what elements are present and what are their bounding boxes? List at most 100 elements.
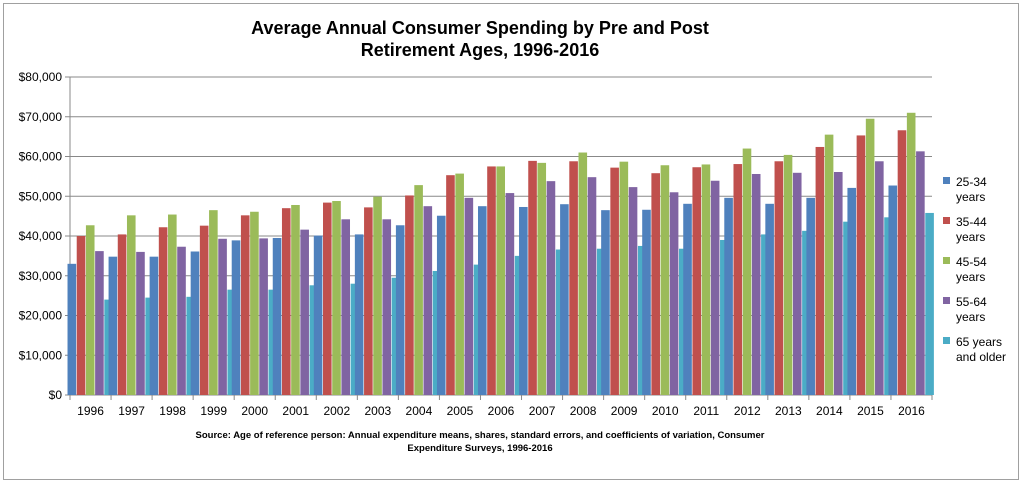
bar-45-54-years-2016 [906, 112, 916, 396]
x-tick-label: 2008 [570, 404, 597, 418]
chart-frame [3, 3, 1019, 480]
x-tick-label: 2012 [734, 404, 761, 418]
bar-55-64-years-2015 [875, 161, 884, 395]
bar-35-44-years-2004 [405, 195, 414, 395]
y-axis-ticks: $0 $10,000 $20,000 $30,000 $40,000 $50,000 $60… [19, 70, 63, 402]
bar-55-64-years-2009 [628, 187, 638, 395]
bar-35-44-years-2001 [281, 208, 291, 395]
x-tick-label: 1998 [159, 404, 186, 418]
y-tick-label: $80,000 [19, 70, 63, 84]
legend-swatch [943, 337, 950, 344]
bar-25-34-years-2002 [313, 235, 323, 395]
x-tick-label: 1999 [200, 404, 227, 418]
bar-25-34-years-2015 [847, 187, 857, 395]
bar-45-54-years-2008 [578, 152, 588, 395]
y-tick-label: $60,000 [19, 150, 63, 164]
bar-45-54-years-2007 [537, 162, 547, 395]
x-tick-label: 2000 [241, 404, 268, 418]
bar-45-54-years-2014 [824, 134, 834, 395]
bar-55-64-years-2004 [423, 206, 433, 395]
bar-25-34-years-2011 [683, 203, 692, 395]
legend-swatch [943, 217, 950, 224]
bar-35-44-years-2008 [569, 161, 578, 395]
bar-45-54-years-2012 [742, 148, 752, 395]
bar-55-64-years-2016 [916, 151, 925, 395]
bar-25-34-years-2000 [231, 240, 241, 395]
bar-35-44-years-2013 [774, 161, 784, 395]
y-tick-label: $0 [49, 388, 63, 402]
bar-35-44-years-2016 [897, 130, 907, 395]
bar-35-44-years-2007 [528, 160, 537, 395]
bar-65-years-and-older-2016 [925, 212, 934, 395]
bar-45-54-years-1999 [209, 210, 218, 395]
bar-45-54-years-1998 [168, 214, 177, 395]
legend-swatch [943, 177, 950, 184]
bar-55-64-years-2010 [669, 192, 679, 395]
legend: 25-34years35-44years45-54years55-64years… [943, 175, 1006, 364]
bar-35-44-years-2012 [733, 164, 743, 395]
bar-25-34-years-2003 [354, 234, 364, 395]
legend-label: years [956, 270, 985, 284]
bar-35-44-years-2010 [651, 173, 660, 395]
x-tick-label: 2010 [652, 404, 679, 418]
bar-25-34-years-2008 [560, 204, 569, 395]
x-tick-label: 2005 [447, 404, 474, 418]
bar-45-54-years-2000 [250, 211, 259, 395]
y-tick-label: $50,000 [19, 189, 63, 203]
bar-25-34-years-2005 [436, 215, 446, 395]
x-tick-label: 2004 [406, 404, 433, 418]
chart-title-line-1: Average Annual Consumer Spending by Pre … [251, 18, 709, 38]
bar-55-64-years-2008 [587, 177, 597, 395]
y-tick-label: $10,000 [19, 348, 63, 362]
bar-45-54-years-2005 [455, 173, 464, 395]
legend-label: years [956, 230, 985, 244]
bar-55-64-years-2005 [464, 197, 474, 395]
bar-55-64-years-2014 [833, 172, 843, 395]
bar-55-64-years-2003 [382, 219, 392, 395]
y-tick-label: $40,000 [19, 229, 63, 243]
bar-45-54-years-2011 [701, 164, 711, 395]
x-tick-label: 2006 [488, 404, 515, 418]
bar-35-44-years-2006 [487, 166, 496, 395]
y-tick-label: $70,000 [19, 110, 63, 124]
bar-35-44-years-1996 [76, 236, 86, 395]
bar-25-34-years-1997 [108, 256, 118, 395]
x-tick-label: 2002 [323, 404, 350, 418]
bar-25-34-years-2014 [806, 197, 815, 395]
bar-45-54-years-2001 [291, 204, 300, 395]
bar-55-64-years-1996 [95, 251, 104, 395]
legend-label: years [956, 190, 985, 204]
legend-label: and older [956, 350, 1006, 364]
legend-label: years [956, 310, 985, 324]
legend-label: 55-64 [956, 295, 987, 309]
x-tick-label: 2009 [611, 404, 638, 418]
x-tick-label: 2015 [857, 404, 884, 418]
bar-55-64-years-1998 [177, 246, 186, 395]
x-tick-label: 2007 [529, 404, 556, 418]
bar-35-44-years-1997 [117, 234, 127, 395]
bar-45-54-years-2015 [865, 118, 875, 396]
bar-45-54-years-2010 [660, 165, 670, 395]
source-note-line-1: Source: Age of reference person: Annual … [196, 430, 765, 441]
bar-45-54-years-1997 [126, 215, 136, 395]
bar-45-54-years-2003 [373, 196, 382, 395]
bar-35-44-years-2003 [364, 207, 373, 395]
legend-label: 25-34 [956, 175, 987, 189]
x-tick-label: 2011 [693, 404, 719, 418]
bar-55-64-years-2013 [792, 172, 802, 395]
legend-swatch [943, 257, 950, 264]
bar-55-64-years-2000 [259, 238, 268, 395]
bar-25-34-years-2013 [765, 203, 774, 395]
bar-25-34-years-2016 [888, 185, 898, 395]
bar-55-64-years-2006 [505, 193, 515, 395]
bar-55-64-years-1997 [136, 251, 145, 395]
legend-label: 65 years [956, 335, 1002, 349]
bar-25-34-years-2004 [395, 225, 405, 395]
x-axis-ticks: 1996 1997 1998 1999 2000 2001 2002 2003 2004 2005… [69, 395, 933, 418]
bar-55-64-years-2001 [300, 229, 309, 395]
chart-title-line-2: Retirement Ages, 1996-2016 [361, 40, 599, 60]
bar-25-34-years-1998 [149, 256, 159, 395]
bar-35-44-years-2014 [815, 146, 825, 395]
bar-25-34-years-2010 [642, 209, 651, 395]
